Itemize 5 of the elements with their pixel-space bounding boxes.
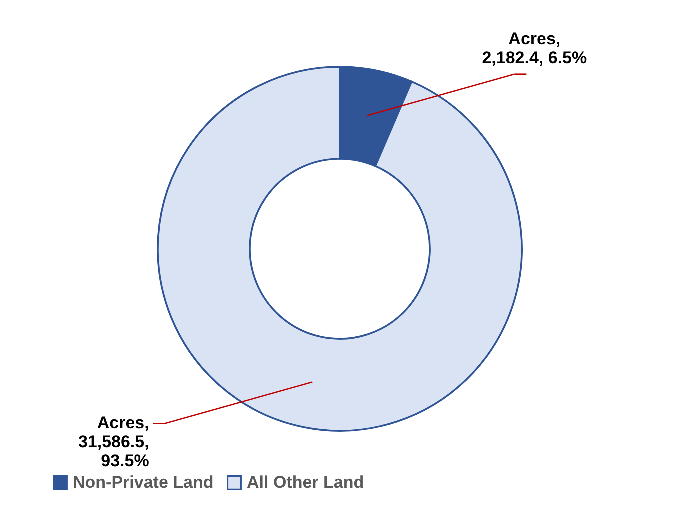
donut-slice — [157, 66, 523, 432]
legend-label: Non-Private Land — [73, 472, 214, 492]
legend-label: All Other Land — [247, 472, 364, 492]
data-label: Acres, 31,586.5, 93.5% — [78, 414, 150, 471]
data-label: Acres, 2,182.4, 6.5% — [482, 29, 588, 68]
